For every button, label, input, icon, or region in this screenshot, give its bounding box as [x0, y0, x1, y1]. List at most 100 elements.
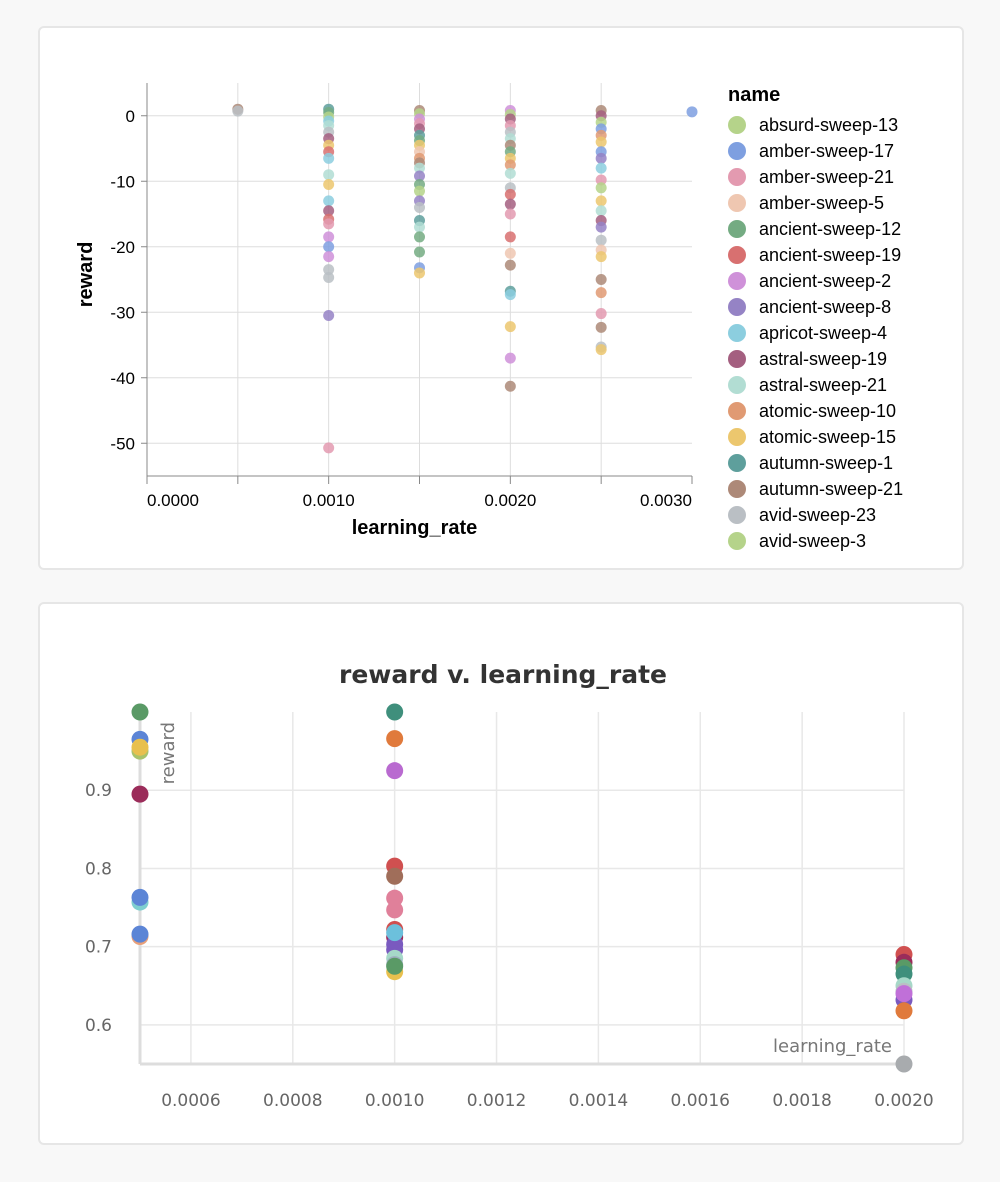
- scatter-panel-bottom: reward v. learning_rate 0.6 0.7 0.8 0.9 0.000…: [38, 602, 964, 1145]
- data-point: [323, 152, 335, 164]
- data-point: [595, 136, 607, 148]
- data-point: [386, 889, 404, 907]
- legend-swatch: [728, 272, 746, 290]
- data-point: [504, 231, 516, 243]
- data-point: [414, 162, 425, 174]
- data-point: [595, 287, 607, 299]
- legend-swatch: [728, 480, 746, 498]
- data-point: [323, 205, 335, 217]
- data-point: [414, 221, 425, 233]
- x-tick-label: 0.0010: [365, 1091, 424, 1111]
- y-tick-label: 0.7: [85, 938, 112, 958]
- y-axis-title: reward: [75, 242, 97, 308]
- data-point: [131, 785, 149, 803]
- y-tick-label: 0: [126, 107, 135, 126]
- data-point: [595, 152, 607, 164]
- x-tick-label: 0.0020: [484, 491, 536, 510]
- legend-label: amber-sweep-21: [759, 167, 894, 187]
- data-point: [504, 159, 516, 171]
- data-point: [131, 703, 149, 721]
- legend-label: ancient-sweep-8: [759, 297, 891, 317]
- data-point: [504, 208, 516, 220]
- y-axis-title: reward: [158, 722, 179, 784]
- data-point: [414, 185, 425, 197]
- data-point: [414, 201, 425, 213]
- data-point: [504, 259, 516, 271]
- x-tick-label: 0.0018: [772, 1091, 831, 1111]
- data-point: [414, 170, 425, 182]
- data-point: [232, 105, 244, 117]
- data-point: [323, 231, 335, 243]
- data-point: [386, 867, 404, 885]
- data-point: [386, 730, 404, 748]
- data-point: [504, 380, 516, 392]
- x-tick-label: 0.0014: [569, 1091, 628, 1111]
- data-point: [595, 182, 607, 194]
- data-point: [131, 738, 149, 756]
- data-point: [595, 344, 607, 356]
- legend-swatch: [728, 116, 746, 134]
- data-point: [504, 188, 516, 200]
- legend-swatch: [728, 376, 746, 394]
- data-point: [504, 352, 516, 364]
- legend-title: name: [728, 84, 780, 106]
- legend-swatch: [728, 168, 746, 186]
- data-point: [323, 195, 335, 207]
- data-point: [595, 162, 607, 174]
- reward-v-learning-rate-chart: reward v. learning_rate 0.6 0.7 0.8 0.9 0.000…: [85, 660, 934, 1111]
- data-point: [131, 888, 149, 906]
- x-tick-label: 0.0008: [263, 1091, 322, 1111]
- data-point: [323, 442, 335, 454]
- y-tick-label: 0.8: [85, 859, 112, 879]
- data-point: [504, 289, 516, 301]
- legend-swatch: [728, 298, 746, 316]
- data-point: [504, 247, 516, 259]
- x-tick-label: 0.0000: [147, 491, 199, 510]
- legend-swatch: [728, 428, 746, 446]
- data-point: [895, 965, 913, 983]
- legend-swatch: [728, 194, 746, 212]
- data-point: [386, 924, 404, 942]
- data-point: [595, 195, 607, 207]
- data-point: [595, 251, 607, 263]
- data-point: [504, 321, 516, 333]
- data-point: [386, 762, 404, 780]
- legend-swatch: [728, 350, 746, 368]
- legend-label: amber-sweep-5: [759, 193, 884, 213]
- x-tick-label: 0.0016: [671, 1091, 730, 1111]
- legend-swatch: [728, 454, 746, 472]
- legend-label: atomic-sweep-15: [759, 427, 896, 447]
- legend-swatch: [728, 142, 746, 160]
- y-tick-label: 0.9: [85, 781, 112, 801]
- data-point: [895, 1002, 913, 1020]
- legend-swatch: [728, 246, 746, 264]
- data-point: [323, 241, 335, 253]
- data-point: [386, 957, 404, 975]
- data-point: [323, 251, 335, 263]
- legend-swatch: [728, 220, 746, 238]
- y-tick-label: -10: [110, 172, 135, 191]
- data-point: [595, 308, 607, 320]
- legend-label: avid-sweep-3: [759, 531, 866, 551]
- legend-label: avid-sweep-23: [759, 505, 876, 525]
- y-tick-label: -30: [110, 303, 135, 322]
- legend-label: autumn-sweep-1: [759, 453, 893, 473]
- legend-label: ancient-sweep-19: [759, 245, 901, 265]
- legend-label: autumn-sweep-21: [759, 479, 903, 499]
- x-axis-title: learning_rate: [352, 517, 478, 539]
- legend-label: astral-sweep-21: [759, 375, 887, 395]
- legend-swatch: [728, 324, 746, 342]
- data-point: [686, 106, 698, 118]
- y-tick-label: -20: [110, 238, 135, 257]
- legend-swatch: [728, 532, 746, 550]
- legend-label: ancient-sweep-2: [759, 271, 891, 291]
- x-tick-label: 0.0010: [303, 491, 355, 510]
- y-tick-label: 0.6: [85, 1016, 112, 1036]
- data-point: [595, 274, 607, 285]
- data-point: [323, 272, 335, 284]
- x-axis-title: learning_rate: [773, 1036, 892, 1057]
- data-point: [504, 167, 516, 179]
- scatter-panel-top: 0 -10 -20 -30 -40 -50 0.0000 0.0010 0.0020 0.0030…: [38, 26, 964, 570]
- data-point: [414, 231, 425, 243]
- data-point: [895, 985, 913, 1003]
